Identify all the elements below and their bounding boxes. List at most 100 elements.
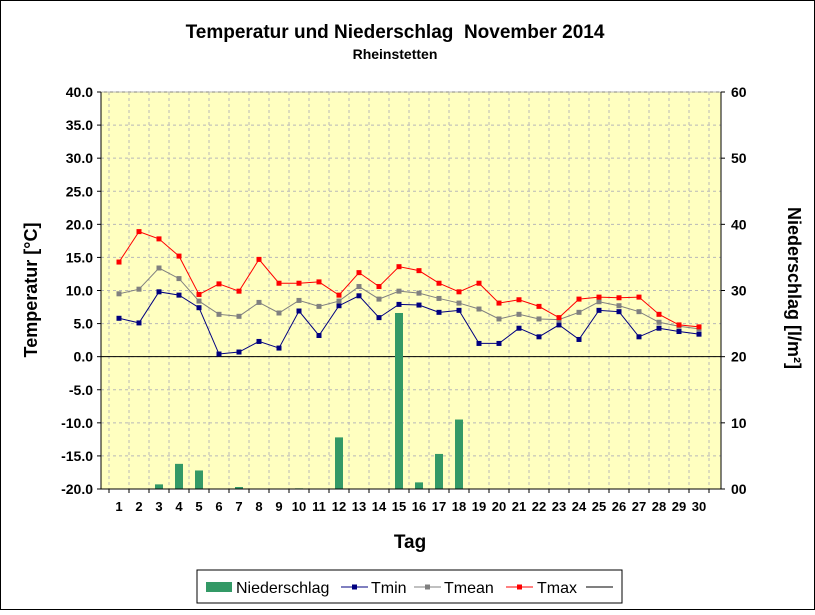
x-tick-label: 7 xyxy=(235,499,242,514)
point-tmin xyxy=(476,340,482,346)
point-tmax xyxy=(376,284,382,290)
point-tmean xyxy=(416,290,422,296)
point-tmax xyxy=(576,296,582,302)
point-tmin xyxy=(676,329,682,335)
x-tick-label: 22 xyxy=(532,499,546,514)
x-tick-label: 2 xyxy=(135,499,142,514)
point-tmax xyxy=(136,229,142,235)
point-tmean xyxy=(436,295,442,301)
x-tick-label: 12 xyxy=(332,499,346,514)
bar-niederschlag xyxy=(175,463,183,489)
point-tmax xyxy=(416,268,422,274)
point-tmax xyxy=(456,289,462,295)
point-tmin xyxy=(356,293,362,299)
point-tmax xyxy=(596,294,602,300)
point-tmin xyxy=(256,338,262,344)
point-tmax xyxy=(156,236,162,242)
x-tick-label: 17 xyxy=(432,499,446,514)
x-tick-label: 9 xyxy=(275,499,282,514)
point-tmean xyxy=(496,316,502,322)
y2-tick-label: 40 xyxy=(731,216,747,232)
y-tick-label: 30.0 xyxy=(66,150,93,166)
point-tmax xyxy=(356,270,362,276)
y-tick-label: 20.0 xyxy=(66,216,93,232)
x-tick-label: 11 xyxy=(312,499,326,514)
x-tick-label: 28 xyxy=(652,499,666,514)
x-tick-label: 5 xyxy=(195,499,202,514)
y-tick-label: -20.0 xyxy=(61,481,93,497)
point-tmean xyxy=(636,309,642,315)
point-tmin xyxy=(536,334,542,340)
x-tick-label: 23 xyxy=(552,499,566,514)
legend-marker-tmax xyxy=(517,584,522,590)
legend-box xyxy=(196,569,623,604)
point-tmin xyxy=(596,307,602,313)
legend-label-tmax: Tmax xyxy=(537,580,577,597)
point-tmax xyxy=(236,288,242,294)
point-tmax xyxy=(696,324,702,330)
point-tmean xyxy=(476,306,482,312)
point-tmean xyxy=(296,297,302,303)
y2-tick-label: 20 xyxy=(731,349,747,365)
x-tick-label: 27 xyxy=(632,499,646,514)
point-tmin xyxy=(156,289,162,295)
legend-label-tmean: Tmean xyxy=(444,580,494,597)
x-tick-label: 1 xyxy=(115,499,122,514)
bar-niederschlag xyxy=(155,484,163,489)
point-tmax xyxy=(616,295,622,301)
point-tmean xyxy=(536,316,542,322)
x-tick-label: 29 xyxy=(672,499,686,514)
point-tmin xyxy=(296,308,302,314)
point-tmean xyxy=(316,303,322,309)
point-tmean xyxy=(216,311,222,317)
y2-tick-label: 00 xyxy=(731,481,747,497)
point-tmax xyxy=(476,280,482,286)
y2-tick-label: 30 xyxy=(731,283,747,299)
point-tmax xyxy=(216,281,222,287)
chart-subtitle: Rheinstetten xyxy=(353,46,438,62)
point-tmax xyxy=(636,294,642,300)
point-tmin xyxy=(136,320,142,326)
point-tmax xyxy=(316,279,322,285)
point-tmean xyxy=(456,300,462,306)
legend-marker-tmin xyxy=(352,584,357,590)
y-axis-label: Temperatur [°C] xyxy=(21,223,41,358)
point-tmean xyxy=(116,291,122,297)
point-tmax xyxy=(196,291,202,297)
point-tmean xyxy=(336,298,342,304)
x-tick-label: 10 xyxy=(292,499,306,514)
legend-marker-tmean xyxy=(425,584,430,590)
legend-label-tmin: Tmin xyxy=(371,580,407,597)
y-tick-label: 35.0 xyxy=(66,117,93,133)
x-tick-label: 16 xyxy=(412,499,426,514)
point-tmin xyxy=(656,325,662,331)
x-tick-label: 14 xyxy=(372,499,387,514)
point-tmean xyxy=(236,313,242,319)
point-tmax xyxy=(176,253,182,259)
point-tmin xyxy=(116,315,122,321)
legend-swatch-niederschlag xyxy=(206,582,232,592)
x-axis: 1 2 3 4 5 6 7 8 9 10 11 12 13 14 15 16 17 18 19 20 21 22 23 24 2… xyxy=(108,489,710,514)
point-tmin xyxy=(516,325,522,331)
point-tmin xyxy=(376,315,382,321)
line-tmean xyxy=(118,267,700,330)
x-tick-label: 24 xyxy=(572,499,587,514)
y-tick-label: -15.0 xyxy=(61,448,93,464)
x-tick-label: 26 xyxy=(612,499,626,514)
x-tick-label: 13 xyxy=(352,499,366,514)
x-tick-label: 20 xyxy=(492,499,506,514)
point-tmean xyxy=(176,276,182,282)
point-tmin xyxy=(196,305,202,311)
bar-niederschlag xyxy=(195,470,203,489)
x-tick-label: 3 xyxy=(155,499,162,514)
bar-niederschlag xyxy=(235,487,243,489)
point-tmin xyxy=(436,309,442,315)
point-tmin xyxy=(576,336,582,342)
point-tmax xyxy=(556,315,562,321)
point-tmin xyxy=(416,302,422,308)
point-tmean xyxy=(276,310,282,316)
point-tmean xyxy=(596,299,602,305)
point-tmin xyxy=(696,331,702,337)
chart-title: Temperatur und Niederschlag November 201… xyxy=(186,22,605,43)
